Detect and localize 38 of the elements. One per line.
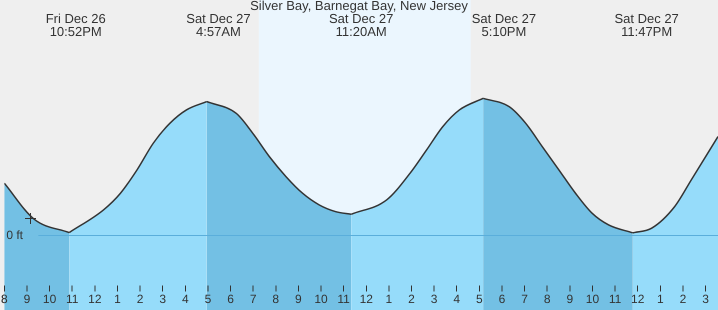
x-tick-label: 1 <box>114 292 122 306</box>
x-tick-label: 8 <box>272 292 280 306</box>
x-tick-label: 3 <box>702 292 710 306</box>
x-tick-label: 4 <box>182 292 189 306</box>
x-tick-label: 3 <box>430 292 438 306</box>
x-tick-label: 3 <box>159 292 166 306</box>
x-tick-label: 7 <box>250 292 257 306</box>
x-tick-label: 6 <box>498 292 506 306</box>
ref-line-label: 0 ft <box>6 228 24 242</box>
x-tick-label: 2 <box>408 292 416 306</box>
x-tick-label: 10 <box>42 292 57 306</box>
x-tick-label: 10 <box>314 292 328 306</box>
x-tick-label: 4 <box>453 292 460 306</box>
x-tick-label: 2 <box>680 292 687 306</box>
x-tick-label: 7 <box>521 292 528 306</box>
x-tick-label: 11 <box>337 292 350 306</box>
text: Sat Dec 27 5:10PM <box>472 11 536 40</box>
x-tick-label: 8 <box>544 292 551 306</box>
text: Sat Dec 27 4:57AM <box>186 11 251 40</box>
text: Fri Dec 26 10:52PM <box>46 11 106 40</box>
x-tick-label: 12 <box>88 292 102 306</box>
x-tick-label: 12 <box>360 292 374 306</box>
x-tick-label: 2 <box>136 292 144 306</box>
x-tick-label: 9 <box>295 292 302 306</box>
x-tick-label: 11 <box>608 292 622 306</box>
x-tick-label: 6 <box>227 292 234 306</box>
x-tick-label: 9 <box>566 292 574 306</box>
x-tick-label: 11 <box>66 292 79 306</box>
x-tick-label: 5 <box>476 292 484 306</box>
x-tick-label: 9 <box>24 292 31 306</box>
x-tick-label: 8 <box>0 292 8 306</box>
x-tick-label: 1 <box>386 292 393 306</box>
text: Sat Dec 27 11:47PM <box>614 11 679 40</box>
x-tick-label: 10 <box>586 292 600 306</box>
chart-title: Silver Bay, Barnegat Bay, New Jersey <box>249 0 469 13</box>
x-tick-label: 1 <box>656 292 664 306</box>
x-tick-label: 5 <box>204 292 212 306</box>
x-tick-label: 12 <box>631 292 645 306</box>
